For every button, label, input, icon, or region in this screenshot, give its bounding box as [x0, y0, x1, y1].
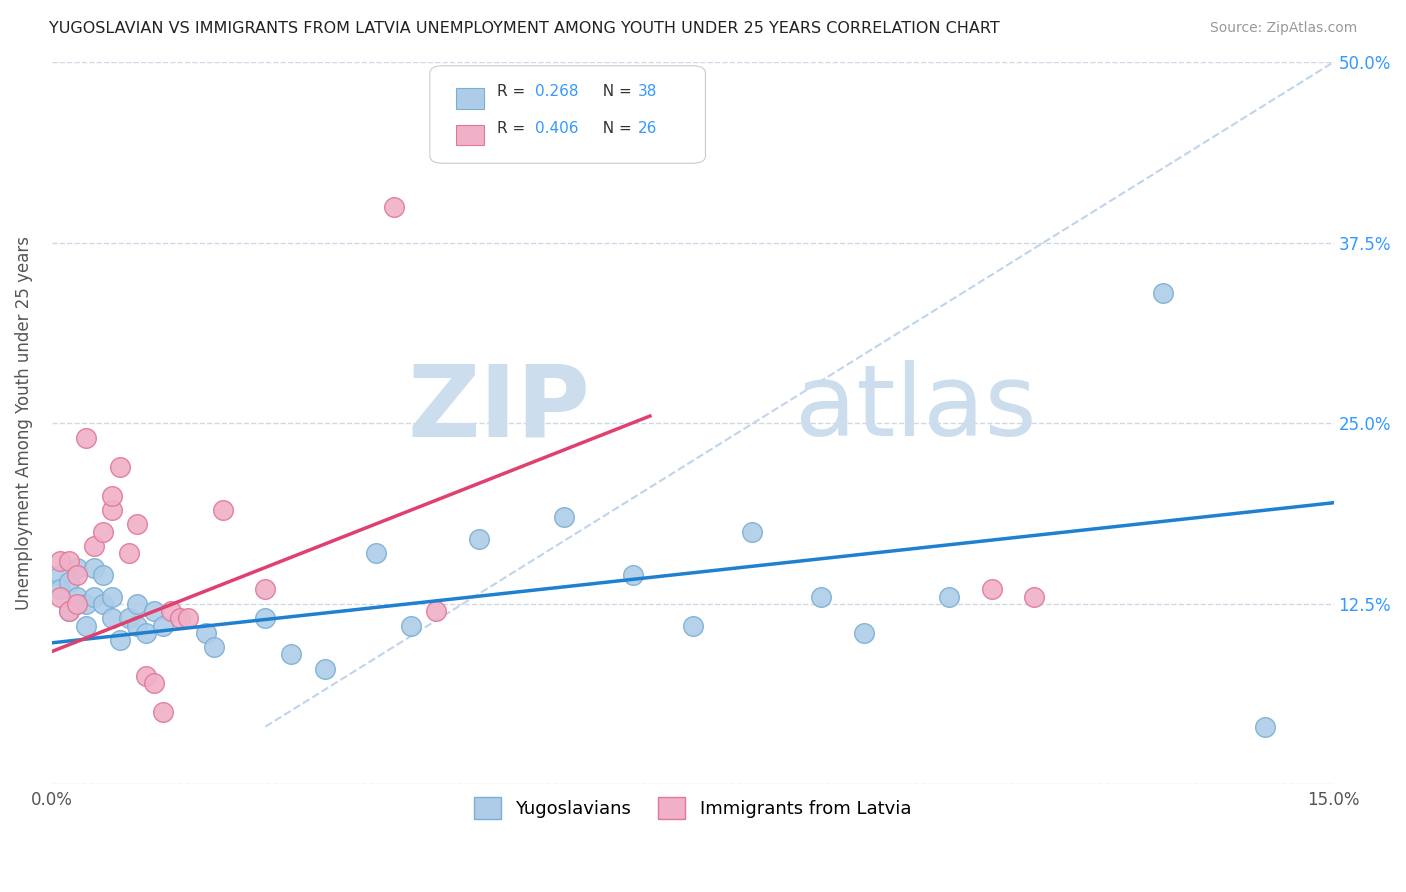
Text: R =: R = — [496, 121, 530, 136]
Point — [314, 662, 336, 676]
Point — [100, 611, 122, 625]
Point — [160, 604, 183, 618]
Point — [83, 590, 105, 604]
Point — [49, 568, 72, 582]
Point — [135, 669, 157, 683]
Point — [58, 604, 80, 618]
Point — [211, 503, 233, 517]
Point — [152, 705, 174, 719]
Point — [75, 431, 97, 445]
Point — [66, 597, 89, 611]
Point — [135, 625, 157, 640]
Point — [58, 604, 80, 618]
Point — [118, 546, 141, 560]
Point — [280, 648, 302, 662]
Point — [254, 611, 277, 625]
Legend: Yugoslavians, Immigrants from Latvia: Yugoslavians, Immigrants from Latvia — [467, 789, 918, 826]
Point — [143, 604, 166, 618]
Point — [852, 625, 875, 640]
Point — [1152, 286, 1174, 301]
Text: 26: 26 — [637, 121, 657, 136]
Point — [83, 560, 105, 574]
Point — [366, 546, 388, 560]
Point — [468, 532, 491, 546]
Point — [100, 489, 122, 503]
Point — [108, 632, 131, 647]
Point — [202, 640, 225, 655]
Point — [58, 553, 80, 567]
Y-axis label: Unemployment Among Youth under 25 years: Unemployment Among Youth under 25 years — [15, 236, 32, 610]
Text: R =: R = — [496, 84, 530, 98]
Point — [118, 611, 141, 625]
Text: ZIP: ZIP — [408, 360, 591, 458]
Point — [100, 590, 122, 604]
FancyBboxPatch shape — [456, 125, 484, 145]
Point — [194, 625, 217, 640]
FancyBboxPatch shape — [430, 66, 706, 163]
Point — [127, 517, 149, 532]
Point — [152, 618, 174, 632]
Point — [75, 597, 97, 611]
Text: YUGOSLAVIAN VS IMMIGRANTS FROM LATVIA UNEMPLOYMENT AMONG YOUTH UNDER 25 YEARS CO: YUGOSLAVIAN VS IMMIGRANTS FROM LATVIA UN… — [49, 21, 1000, 36]
Point — [980, 582, 1002, 597]
Point — [91, 524, 114, 539]
Point — [938, 590, 960, 604]
Text: 38: 38 — [637, 84, 657, 98]
Point — [382, 200, 405, 214]
Point — [100, 503, 122, 517]
Point — [741, 524, 763, 539]
Point — [169, 611, 191, 625]
Point — [143, 676, 166, 690]
Point — [91, 568, 114, 582]
Point — [66, 568, 89, 582]
Point — [425, 604, 447, 618]
Point — [58, 575, 80, 590]
Text: Source: ZipAtlas.com: Source: ZipAtlas.com — [1209, 21, 1357, 35]
Point — [682, 618, 704, 632]
Point — [1254, 720, 1277, 734]
Text: 0.406: 0.406 — [534, 121, 578, 136]
Point — [83, 539, 105, 553]
Point — [66, 590, 89, 604]
Text: N =: N = — [593, 84, 637, 98]
Text: atlas: atlas — [796, 360, 1036, 458]
Point — [553, 510, 575, 524]
Point — [91, 597, 114, 611]
Point — [254, 582, 277, 597]
Point — [621, 568, 644, 582]
Point — [810, 590, 832, 604]
Point — [49, 590, 72, 604]
Point — [177, 611, 200, 625]
Text: N =: N = — [593, 121, 637, 136]
Point — [49, 582, 72, 597]
Point — [1024, 590, 1046, 604]
Point — [75, 618, 97, 632]
Point — [127, 618, 149, 632]
Point — [49, 553, 72, 567]
Point — [127, 597, 149, 611]
Point — [399, 618, 422, 632]
Text: 0.268: 0.268 — [534, 84, 578, 98]
FancyBboxPatch shape — [456, 88, 484, 109]
Point — [66, 560, 89, 574]
Point — [108, 459, 131, 474]
